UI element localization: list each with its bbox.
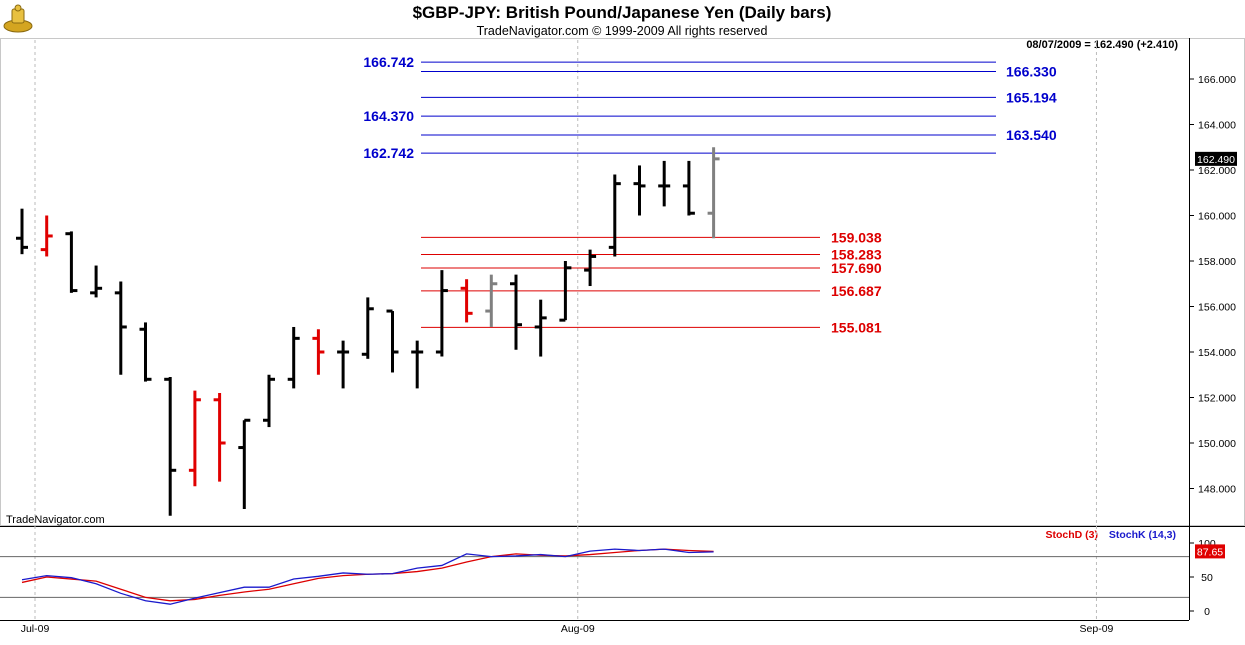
ohlc-bar <box>559 261 572 322</box>
stoch-y-tick-label: 0 <box>1204 606 1210 618</box>
ohlc-bar <box>213 392 226 482</box>
y-tick-label: 152.000 <box>1198 393 1236 405</box>
fib-level-label-red: 156.687 <box>831 283 882 299</box>
fib-level-label-red: 158.283 <box>831 247 882 263</box>
ohlc-bar <box>65 231 78 293</box>
fib-level-label-red: 155.081 <box>831 319 882 335</box>
ohlc-bars <box>16 147 720 516</box>
fib-level-label-red: 157.690 <box>831 260 882 276</box>
y-tick-label: 162.000 <box>1198 165 1236 177</box>
price-panel-frame <box>0 38 1245 526</box>
fib-level-label-blue: 166.330 <box>1006 63 1057 79</box>
axis-layer: Jul-09 Aug-09 Sep-09 148.000 150.000 152.000 1… <box>21 74 1237 635</box>
ohlc-bar <box>114 281 127 375</box>
y-tick-label: 156.000 <box>1198 302 1236 314</box>
fib-level-label-blue: 162.742 <box>363 145 414 161</box>
stoch-value-tag: 87.65 <box>1197 546 1223 558</box>
ohlc-bar <box>411 340 424 389</box>
ohlc-bar <box>658 160 671 207</box>
ohlc-bar <box>40 215 53 257</box>
ohlc-bar <box>435 270 448 357</box>
chart-title: $GBP-JPY: British Pound/Japanese Yen (Da… <box>413 3 832 22</box>
y-tick-label: 158.000 <box>1198 256 1236 268</box>
ohlc-bar <box>238 418 251 509</box>
fib-level-label-blue: 165.194 <box>1006 89 1057 105</box>
y-tick-label: 160.000 <box>1198 211 1236 223</box>
ohlc-bar <box>633 165 646 216</box>
ohlc-bar <box>707 147 720 239</box>
ohlc-bar <box>510 274 522 350</box>
ohlc-bar <box>16 208 28 255</box>
level-layer: 166.742 166.330 165.194 164.370 163.540 162.7… <box>363 54 1056 335</box>
stoch-y-tick-label: 50 <box>1201 572 1213 584</box>
ohlc-bar <box>534 299 547 357</box>
grid-layer <box>34 40 1097 620</box>
y-tick-label: 164.000 <box>1198 120 1236 132</box>
x-tick-label: Aug-09 <box>561 623 595 635</box>
ohlc-bar <box>608 174 621 257</box>
legend-stoch-k: StochK (14,3) <box>1109 529 1176 541</box>
ohlc-bar <box>164 377 177 516</box>
ohlc-bar <box>386 309 399 373</box>
last-price-tag: 162.490 <box>1197 154 1235 166</box>
ohlc-bar <box>361 297 374 359</box>
stoch-value-tag-bg <box>1195 544 1225 559</box>
ohlc-bar <box>460 279 473 323</box>
ohlc-bar <box>188 390 201 487</box>
ohlc-bar <box>337 340 350 389</box>
legend-stoch-d: StochD (3) <box>1046 529 1099 541</box>
y-tick-label: 166.000 <box>1198 74 1236 86</box>
ohlc-bar <box>263 374 275 428</box>
fib-level-label-blue: 163.540 <box>1006 127 1057 143</box>
y-tick-label: 154.000 <box>1198 347 1236 359</box>
y-tick-label: 150.000 <box>1198 438 1236 450</box>
ohlc-bar <box>90 265 103 298</box>
watermark: TradeNavigator.com <box>6 514 105 526</box>
ohlc-bar <box>287 326 300 389</box>
last-bar-info: 08/07/2009 = 162.490 (+2.410) <box>1026 39 1178 51</box>
ohlc-bar <box>139 322 152 382</box>
ohlc-bar <box>312 329 325 375</box>
ohlc-bar <box>485 274 498 327</box>
x-tick-label: Jul-09 <box>21 623 50 635</box>
y-tick-label: 148.000 <box>1198 484 1236 496</box>
fib-level-label-blue: 164.370 <box>363 108 414 124</box>
ohlc-bar <box>682 160 695 216</box>
x-tick-label: Sep-09 <box>1080 623 1114 635</box>
fib-level-label-blue: 166.742 <box>363 54 414 70</box>
ohlc-bar <box>584 249 597 287</box>
stoch-k-line <box>21 548 714 605</box>
fib-level-label-red: 159.038 <box>831 229 882 245</box>
golden-ship-wheel-icon <box>3 4 33 33</box>
chart-subtitle: TradeNavigator.com © 1999-2009 All right… <box>477 24 768 38</box>
last-price-tag-bg <box>1195 151 1237 166</box>
